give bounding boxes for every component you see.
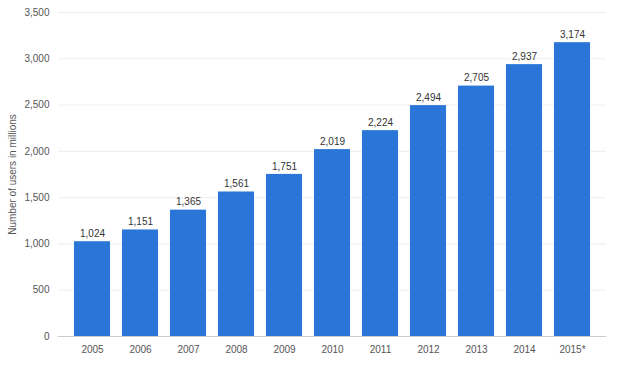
svg-text:2,000: 2,000 [24,146,49,157]
svg-text:2010: 2010 [321,344,344,355]
svg-text:1,500: 1,500 [24,192,49,203]
svg-text:2,500: 2,500 [24,99,49,110]
svg-text:2015*: 2015* [559,344,585,355]
svg-text:2009: 2009 [273,344,296,355]
svg-text:0: 0 [44,331,50,342]
svg-text:2,019: 2,019 [320,136,345,147]
svg-text:2,224: 2,224 [368,117,393,128]
svg-text:Number of users in millions: Number of users in millions [7,114,18,235]
svg-text:2012: 2012 [417,344,440,355]
svg-text:2,937: 2,937 [512,51,537,62]
svg-text:2,705: 2,705 [464,72,489,83]
svg-text:1,000: 1,000 [24,238,49,249]
svg-text:2,494: 2,494 [416,92,441,103]
svg-text:1,365: 1,365 [176,196,201,207]
svg-text:2007: 2007 [177,344,200,355]
svg-text:2005: 2005 [81,344,104,355]
svg-text:2008: 2008 [225,344,248,355]
svg-text:2014: 2014 [513,344,536,355]
svg-text:2006: 2006 [129,344,152,355]
svg-text:1,024: 1,024 [80,228,105,239]
svg-text:1,561: 1,561 [224,178,249,189]
svg-text:1,151: 1,151 [128,216,153,227]
svg-text:3,174: 3,174 [560,29,585,40]
svg-text:2013: 2013 [465,344,488,355]
svg-text:1,751: 1,751 [272,161,297,172]
svg-text:3,500: 3,500 [24,7,49,18]
svg-text:500: 500 [33,284,50,295]
svg-text:3,000: 3,000 [24,53,49,64]
svg-text:2011: 2011 [370,344,392,355]
